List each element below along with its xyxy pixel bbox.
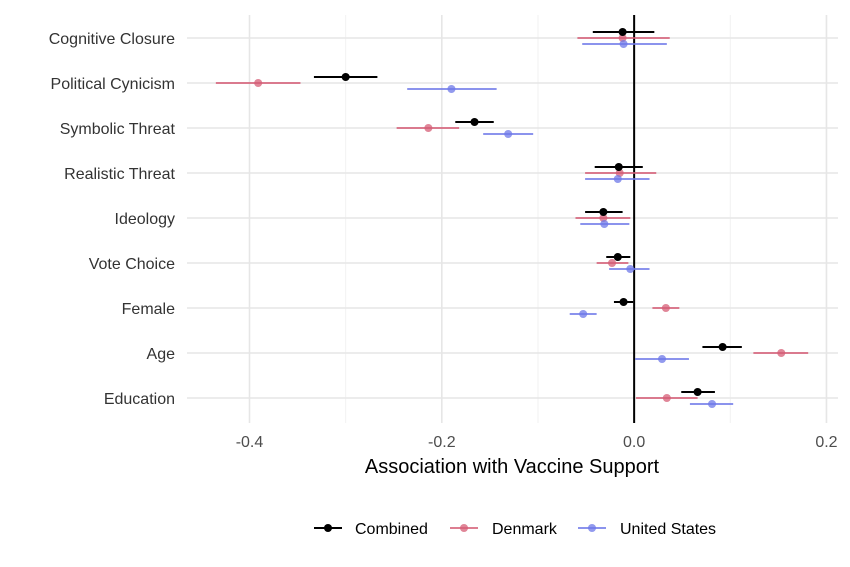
x-tick-label: -0.2 (428, 434, 456, 451)
legend-item-combined: Combined (314, 521, 428, 538)
point (613, 175, 622, 183)
legend-label: United States (620, 521, 716, 538)
point (341, 73, 350, 81)
point (618, 28, 627, 36)
x-tick-label: -0.4 (236, 434, 264, 451)
point (658, 355, 667, 363)
point (619, 40, 628, 48)
series-combined (313, 28, 742, 396)
y-tick-label: Ideology (115, 211, 176, 228)
series-united-states (407, 40, 734, 408)
point (662, 394, 671, 402)
x-axis-label: Association with Vaccine Support (365, 456, 660, 478)
grid-major-lines (187, 15, 838, 423)
point (599, 208, 608, 216)
point (718, 343, 727, 351)
point (626, 265, 635, 273)
y-tick-label: Vote Choice (89, 256, 175, 273)
legend-key-point (324, 524, 332, 532)
point (618, 34, 627, 42)
y-tick-label: Cognitive Closure (49, 31, 175, 48)
legend-item-denmark: Denmark (450, 521, 558, 538)
series-denmark (215, 34, 809, 402)
x-tick-label: 0.2 (815, 434, 837, 451)
point (600, 220, 609, 228)
legend-item-united-states: United States (578, 521, 716, 538)
point (608, 259, 617, 267)
point (447, 85, 456, 93)
point (615, 169, 624, 177)
point (470, 118, 479, 126)
point (693, 388, 702, 396)
legend-key-point (588, 524, 596, 532)
legend-label: Denmark (492, 521, 558, 538)
legend-key-point (460, 524, 468, 532)
point (504, 130, 513, 138)
point (254, 79, 263, 87)
y-tick-label: Realistic Threat (64, 166, 175, 183)
y-tick-label: Age (147, 346, 176, 363)
legend-label: Combined (355, 521, 428, 538)
point (613, 253, 622, 261)
point (708, 400, 717, 408)
point (599, 214, 608, 222)
point (614, 163, 623, 171)
y-tick-label: Symbolic Threat (60, 121, 176, 138)
x-tick-label: 0.0 (623, 434, 645, 451)
point (661, 304, 670, 312)
legend: Combined Denmark United States (314, 521, 716, 538)
point (579, 310, 588, 318)
point (777, 349, 786, 357)
point (619, 298, 628, 306)
y-tick-label: Education (104, 391, 175, 408)
series-layer (215, 28, 809, 408)
y-tick-label: Female (122, 301, 175, 318)
y-axis-tick-labels: Cognitive Closure Political Cynicism Symbo… (49, 31, 176, 408)
x-axis-tick-labels: -0.4 -0.2 0.0 0.2 (236, 434, 838, 451)
point (424, 124, 433, 132)
grid-minor-lines (345, 15, 731, 423)
y-tick-label: Political Cynicism (51, 76, 175, 93)
